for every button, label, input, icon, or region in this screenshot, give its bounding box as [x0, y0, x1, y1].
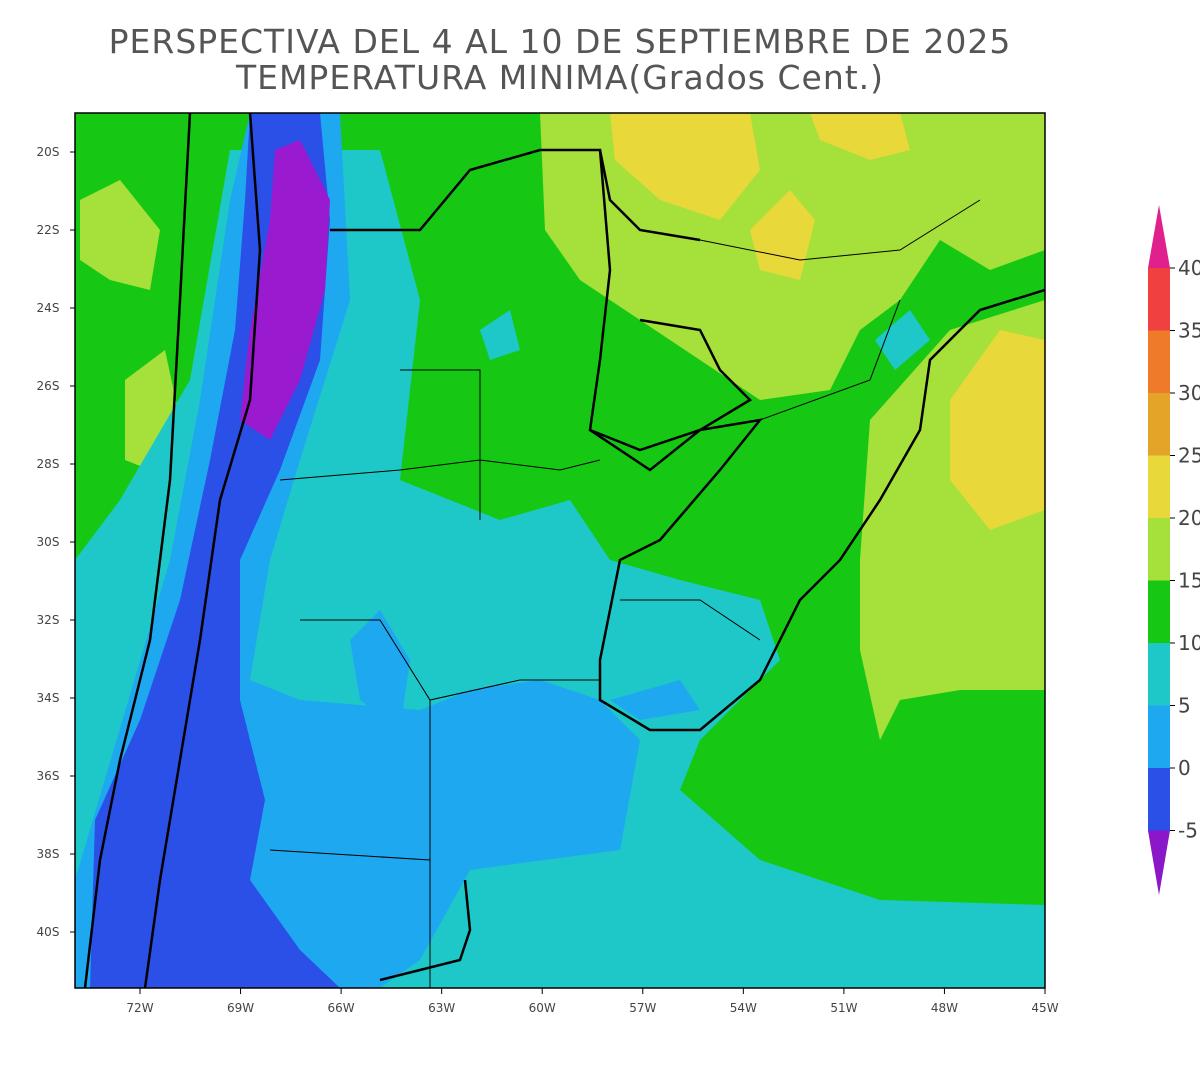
colorbar-segment	[1148, 768, 1170, 831]
lon-label: 57W	[629, 1001, 656, 1015]
lat-label: 38S	[37, 847, 60, 861]
colorbar-label: 15	[1178, 569, 1200, 593]
lat-label: 30S	[37, 535, 60, 549]
colorbar-segment	[1148, 705, 1170, 768]
lat-label: 40S	[37, 925, 60, 939]
colorbar-label: 30	[1178, 381, 1200, 405]
colorbar-segment	[1148, 330, 1170, 393]
colorbar-segment	[1148, 393, 1170, 456]
lat-label: 34S	[37, 691, 60, 705]
lon-label: 48W	[931, 1001, 958, 1015]
lon-label: 54W	[730, 1001, 757, 1015]
temperature-field	[75, 113, 1045, 988]
colorbar-label: 35	[1178, 319, 1200, 343]
colorbar-label: -5	[1178, 819, 1198, 843]
colorbar-label: 25	[1178, 444, 1200, 468]
lon-label: 69W	[227, 1001, 254, 1015]
lon-label: 63W	[428, 1001, 455, 1015]
lat-label: 22S	[37, 223, 60, 237]
colorbar-segment	[1148, 268, 1170, 331]
colorbar-segment	[1148, 580, 1170, 643]
colorbar-cap	[1148, 830, 1170, 895]
map-title: PERSPECTIVA DEL 4 AL 10 DE SEPTIEMBRE DE…	[108, 22, 1012, 61]
colorbar-label: 40	[1178, 256, 1200, 280]
lon-label: 60W	[529, 1001, 556, 1015]
lat-label: 28S	[37, 457, 60, 471]
lat-label: 26S	[37, 379, 60, 393]
lat-label: 24S	[37, 301, 60, 315]
colorbar-label: 0	[1178, 756, 1191, 780]
colorbar-segment	[1148, 518, 1170, 581]
colorbar-label: 5	[1178, 694, 1191, 718]
lon-label: 72W	[126, 1001, 153, 1015]
colorbar-label: 20	[1178, 506, 1200, 530]
colorbar-segment	[1148, 455, 1170, 518]
colorbar-label: 10	[1178, 631, 1200, 655]
lon-label: 66W	[328, 1001, 355, 1015]
map-frame	[74, 112, 1046, 989]
lon-label: 45W	[1031, 1001, 1058, 1015]
lat-label: 20S	[37, 145, 60, 159]
lat-label: 32S	[37, 613, 60, 627]
colorbar-segment	[1148, 643, 1170, 706]
map-subtitle: TEMPERATURA MINIMA(Grados Cent.)	[235, 58, 885, 97]
colorbar-cap	[1148, 205, 1170, 268]
lat-label: 36S	[37, 769, 60, 783]
lon-label: 51W	[830, 1001, 857, 1015]
